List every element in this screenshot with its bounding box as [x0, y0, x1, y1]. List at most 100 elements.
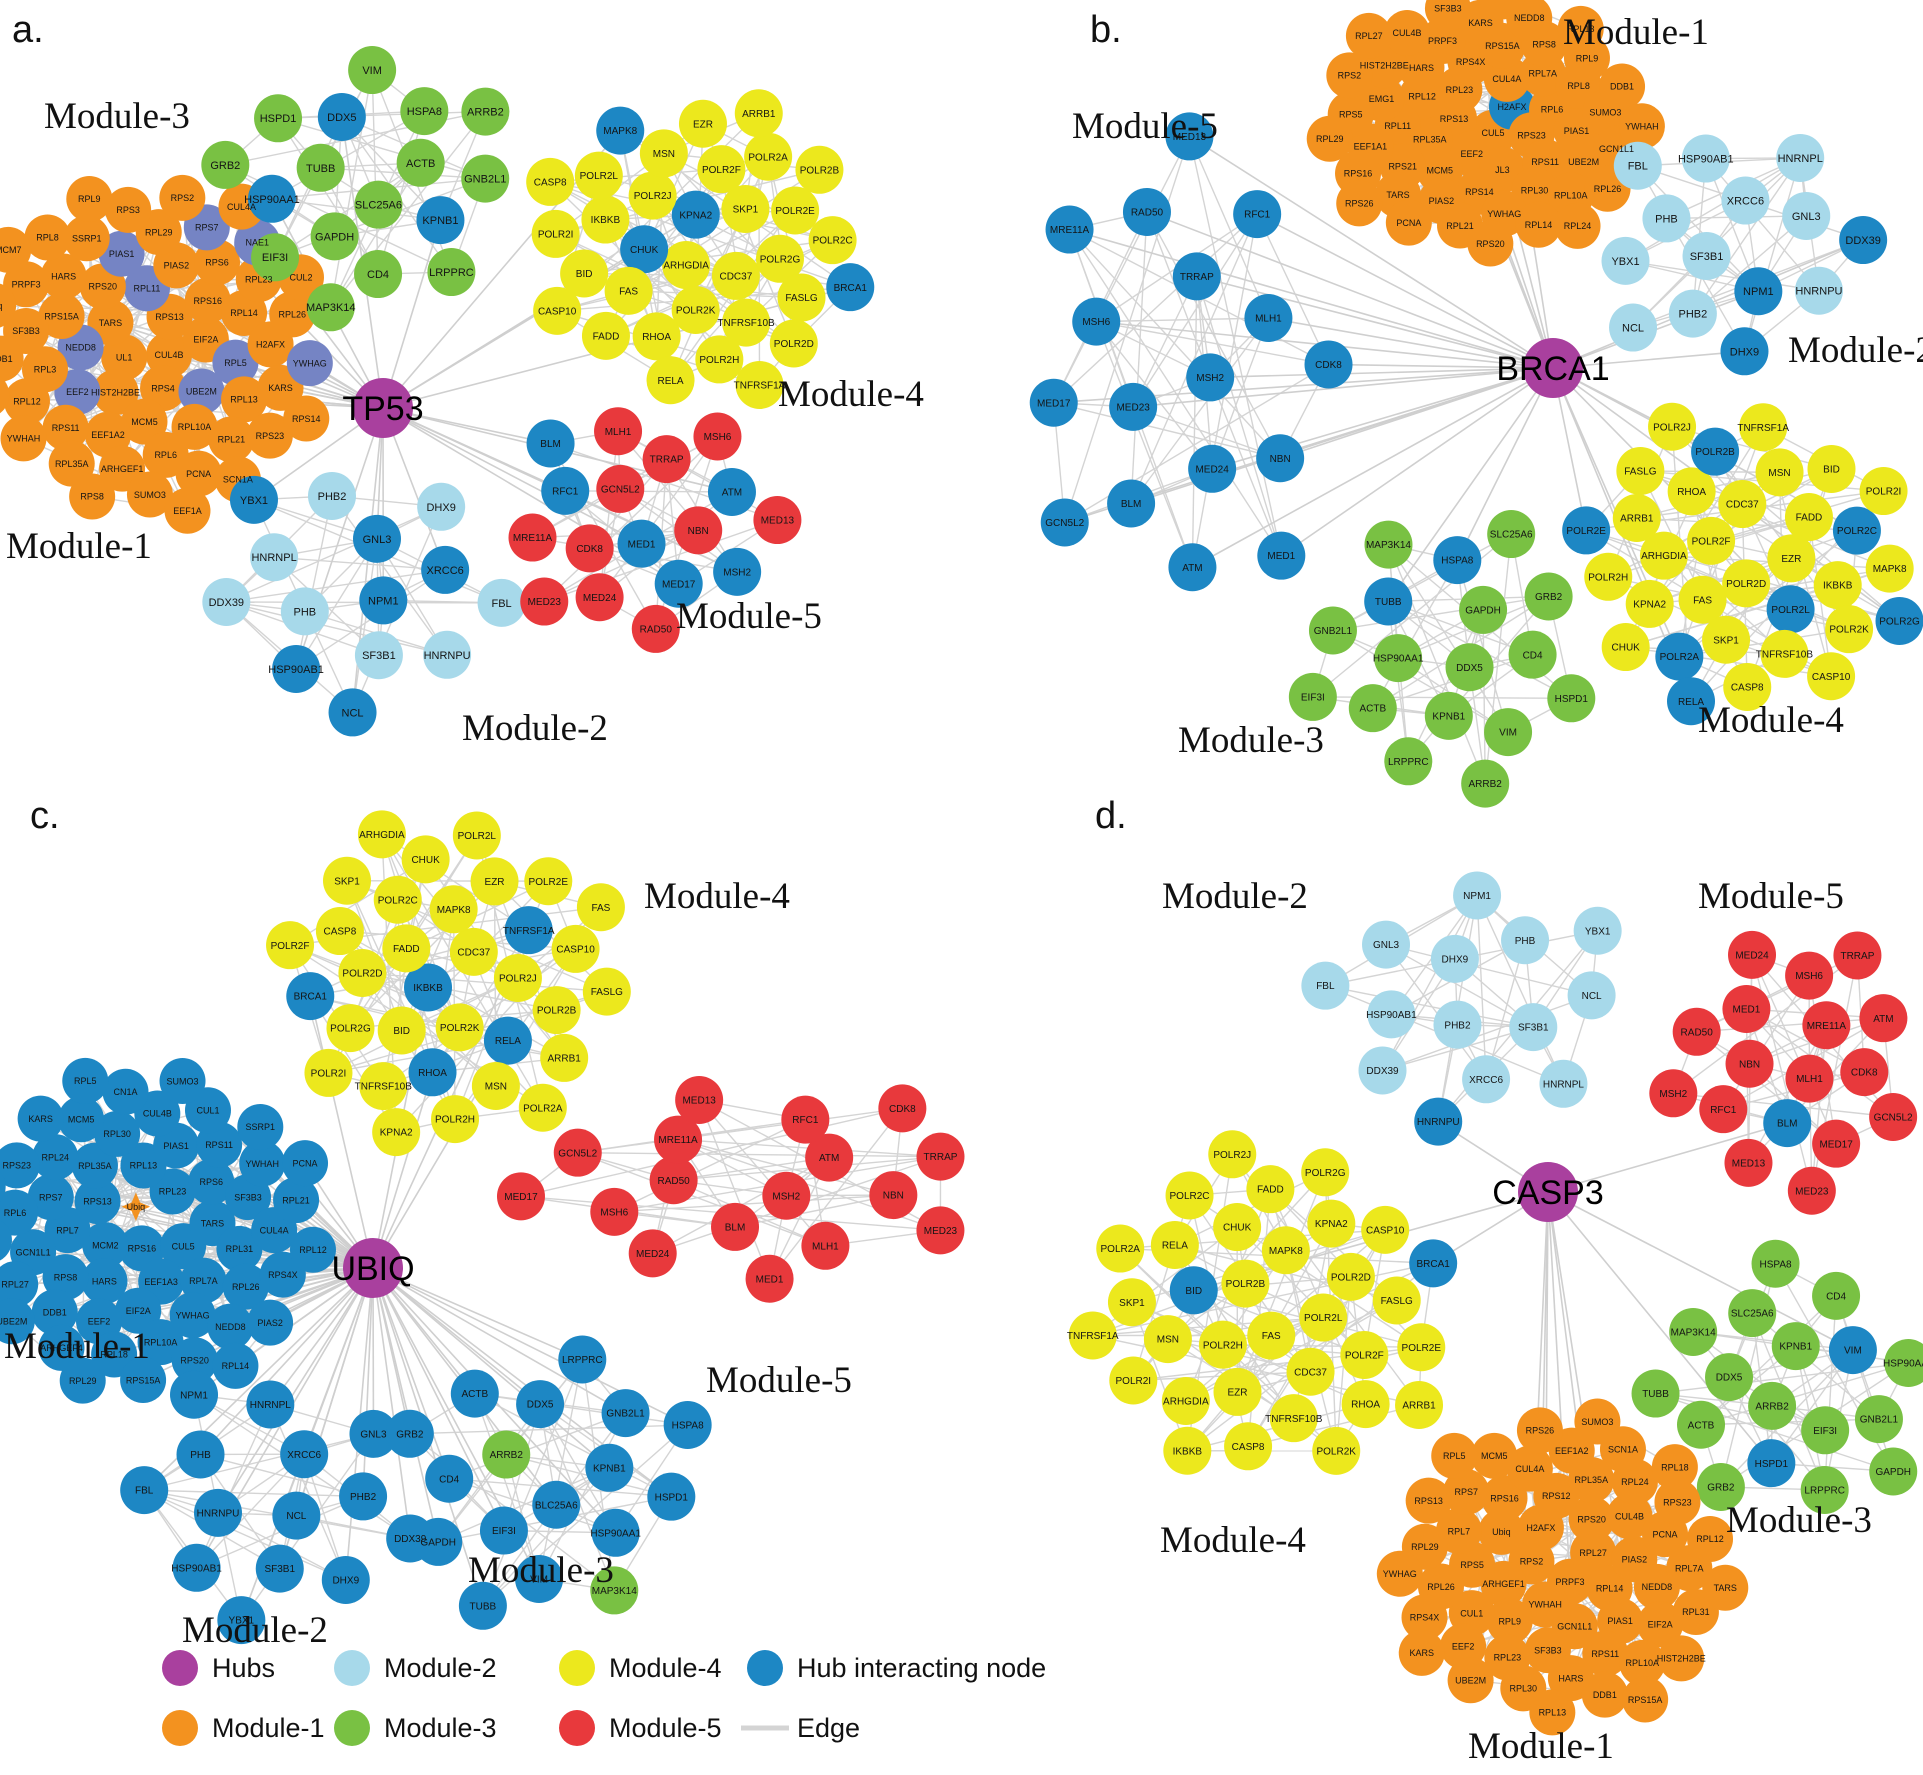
node-ARRB2 [482, 1430, 531, 1479]
node-VIM [515, 1554, 564, 1603]
node-label-RPL9: RPL9 [1498, 1616, 1521, 1626]
node-label-SSRP1: SSRP1 [246, 1122, 276, 1132]
node-label-RPL35A: RPL35A [55, 459, 89, 469]
node-RPS15A [38, 293, 85, 340]
hub-spoke [1268, 317, 1554, 369]
edge [474, 1393, 540, 1580]
node-RPS20 [1467, 220, 1514, 267]
edge [226, 601, 448, 656]
node-label-HARS: HARS [1558, 1673, 1583, 1683]
node-label-EIF3I: EIF3I [1301, 692, 1325, 703]
legend-swatch-Hub interacting node [747, 1650, 783, 1686]
node-label-NCL: NCL [286, 1511, 306, 1522]
node-label-RPS23: RPS23 [2, 1161, 31, 1171]
node-label-MED24: MED24 [636, 1249, 670, 1260]
node-HARS [40, 253, 87, 300]
node-label-BLC25A6: BLC25A6 [535, 1500, 578, 1511]
node-RPL7 [0, 376, 10, 414]
node-ATM [707, 467, 756, 516]
node-label-HSPD1: HSPD1 [1755, 1459, 1789, 1470]
node-VIM [1828, 1326, 1877, 1375]
node-label-HSP90AA1: HSP90AA1 [1883, 1359, 1923, 1370]
node-YWHAG [169, 1292, 216, 1339]
node-RPS20 [171, 1337, 218, 1384]
node-label-EEF1A1: EEF1A1 [1354, 142, 1388, 152]
node-label-UL1: UL1 [116, 353, 133, 363]
module-caption-c.-Module-5: Module-5 [706, 1360, 852, 1401]
node-label-MED24: MED24 [583, 593, 617, 604]
node-label-POLR2K: POLR2K [676, 306, 716, 317]
node-label-VIM: VIM [362, 65, 382, 77]
node-label-FBL: FBL [135, 1486, 154, 1497]
node-FASLG [1616, 446, 1665, 495]
edge [520, 1107, 903, 1197]
edge [377, 110, 426, 275]
node-PCNA [175, 450, 222, 497]
node-label-SUMO3: SUMO3 [167, 1076, 199, 1086]
node-label-CASP8: CASP8 [1731, 683, 1764, 694]
node-label-FAS: FAS [591, 903, 610, 914]
node-label-RAD50: RAD50 [640, 625, 673, 636]
node-RPL13 [221, 376, 268, 423]
node-label-RPL14: RPL14 [230, 308, 258, 318]
node-POLR2F [1687, 516, 1736, 565]
node-EZR [470, 857, 519, 906]
module-caption-d.-Module-5: Module-5 [1698, 876, 1844, 917]
node-label-RPL24: RPL24 [41, 1152, 69, 1162]
node-label-CUL1: CUL1 [1460, 1608, 1483, 1618]
node-label-HNRNPU: HNRNPU [197, 1508, 240, 1519]
node-label-XRCC6: XRCC6 [427, 565, 464, 577]
node-MSN [1755, 448, 1804, 497]
node-label-LRPPRC: LRPPRC [1388, 757, 1429, 768]
node-label-RPL7: RPL7 [56, 1225, 79, 1235]
node-RPL18 [1651, 1444, 1698, 1491]
node-RAD50 [631, 604, 680, 653]
edge [1130, 211, 1148, 504]
node-MRE11A [654, 1115, 703, 1164]
node-HNRNPU [1414, 1097, 1463, 1146]
edge [1064, 136, 1191, 523]
node-label-RPL26: RPL26 [1427, 1582, 1455, 1592]
node-CHUK [620, 225, 669, 274]
node-label-KPNA2: KPNA2 [1633, 600, 1666, 611]
edge [1385, 943, 1534, 1028]
node-POLR2I [531, 209, 580, 258]
node-label-FAS: FAS [1262, 1331, 1281, 1342]
node-label-RPS16: RPS16 [128, 1244, 157, 1254]
node-IKBKB [404, 963, 453, 1012]
hub-spoke [382, 219, 442, 409]
node-label-PIAS1: PIAS1 [1607, 1616, 1633, 1626]
node-BLM [1763, 1099, 1812, 1148]
node-label-TRRAP: TRRAP [1180, 272, 1214, 283]
node-RFC1 [781, 1095, 830, 1144]
node-SF3B1 [255, 1544, 304, 1593]
node-MED17 [1812, 1119, 1861, 1168]
node-label-SF3B3: SF3B3 [1534, 1645, 1562, 1655]
node-FBL [1613, 141, 1662, 190]
node-POLR2K [1312, 1426, 1361, 1475]
node-label-RFC1: RFC1 [552, 486, 579, 497]
hub-spoke [217, 1267, 374, 1514]
module-caption-a.-Module-4: Module-4 [778, 374, 924, 415]
node-label-BRCA1: BRCA1 [1417, 1259, 1451, 1270]
edge [614, 1194, 894, 1213]
node-GRB2 [1524, 572, 1573, 621]
node-POLR2F [1340, 1330, 1389, 1379]
node-label-CHUK: CHUK [1612, 643, 1641, 654]
node-label-ARRB1: ARRB1 [1620, 514, 1654, 525]
hub-spoke [372, 1267, 583, 1361]
node-MAP3K14 [1364, 520, 1413, 569]
node-label-TUBB: TUBB [470, 1601, 497, 1612]
hub-label-UBIQ: UBIQ [331, 1250, 414, 1288]
node-DHX9 [321, 1555, 370, 1604]
node-MSH2 [1649, 1069, 1698, 1118]
node-label-JL3: JL3 [1495, 165, 1510, 175]
legend-label-Edge: Edge [797, 1713, 860, 1743]
edge [1823, 1295, 1837, 1490]
node-label-FAS: FAS [1693, 595, 1712, 606]
node-TRRAP [1172, 252, 1221, 301]
node-label-RPS20: RPS20 [180, 1355, 209, 1365]
node-RPS2 [159, 174, 206, 221]
node-label-SUMO3: SUMO3 [1581, 1417, 1613, 1427]
